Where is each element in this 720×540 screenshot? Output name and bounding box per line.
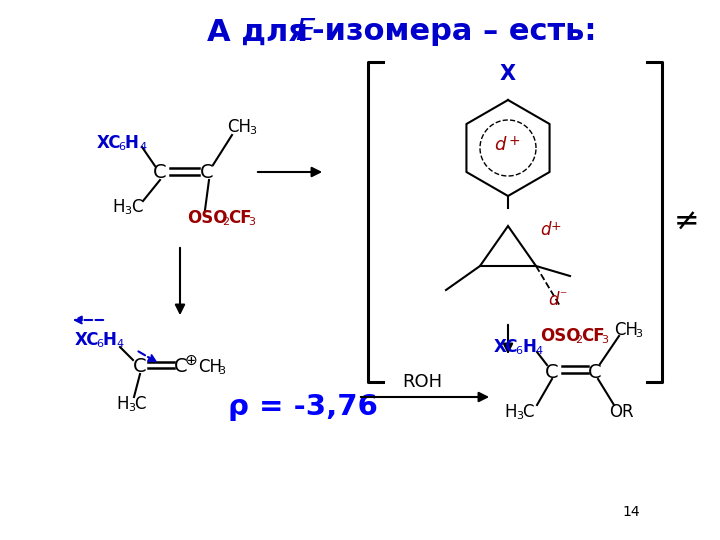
- Text: 3: 3: [635, 329, 642, 339]
- Text: 4: 4: [139, 142, 146, 152]
- Text: 2: 2: [222, 217, 229, 227]
- Text: ⊕: ⊕: [184, 353, 197, 368]
- Text: OSO: OSO: [540, 327, 580, 345]
- Text: +: +: [551, 219, 562, 233]
- Text: XC: XC: [75, 331, 99, 349]
- Text: 3: 3: [124, 206, 131, 216]
- Text: ROH: ROH: [402, 373, 442, 391]
- Text: -изомера – есть:: -изомера – есть:: [312, 17, 596, 46]
- Text: 3: 3: [128, 403, 135, 413]
- Text: d: d: [540, 221, 551, 239]
- Text: ρ = -3,76: ρ = -3,76: [228, 393, 378, 421]
- Text: C: C: [545, 362, 559, 381]
- Text: C: C: [133, 357, 147, 376]
- Text: 3: 3: [249, 126, 256, 136]
- Text: CF: CF: [228, 209, 251, 227]
- Text: 2: 2: [575, 335, 582, 345]
- Text: H: H: [116, 395, 128, 413]
- Text: C: C: [174, 357, 188, 376]
- Text: 4: 4: [535, 346, 542, 356]
- Text: C: C: [134, 395, 145, 413]
- Text: H: H: [522, 338, 536, 356]
- Text: 3: 3: [218, 366, 225, 376]
- Text: CF: CF: [581, 327, 605, 345]
- Text: +: +: [509, 134, 521, 148]
- Text: C: C: [522, 403, 534, 421]
- Text: 3: 3: [516, 411, 523, 421]
- Text: C: C: [131, 198, 143, 216]
- Text: $\mathit{E}$: $\mathit{E}$: [295, 17, 316, 46]
- Text: C: C: [588, 362, 602, 381]
- Text: CH: CH: [198, 358, 222, 376]
- Text: 3: 3: [601, 335, 608, 345]
- Text: d: d: [548, 291, 559, 309]
- Text: 6: 6: [96, 339, 103, 349]
- Text: 14: 14: [622, 505, 639, 519]
- Text: 3: 3: [248, 217, 255, 227]
- Text: X: X: [500, 64, 516, 84]
- Text: C: C: [153, 164, 167, 183]
- Text: XC: XC: [97, 134, 122, 152]
- Text: OR: OR: [609, 403, 634, 421]
- Text: OSO: OSO: [187, 209, 228, 227]
- Text: CH: CH: [614, 321, 638, 339]
- Text: 6: 6: [515, 346, 522, 356]
- Text: H: H: [103, 331, 117, 349]
- Text: d: d: [495, 136, 506, 154]
- Text: 4: 4: [116, 339, 123, 349]
- Text: H: H: [125, 134, 139, 152]
- Text: ⁻: ⁻: [559, 289, 567, 303]
- Text: H: H: [112, 198, 125, 216]
- Text: 6: 6: [118, 142, 125, 152]
- Text: ≠: ≠: [674, 207, 700, 237]
- Text: H: H: [504, 403, 516, 421]
- Text: C: C: [200, 164, 214, 183]
- Text: А для: А для: [207, 17, 318, 46]
- Text: CH: CH: [227, 118, 251, 136]
- Text: XC: XC: [494, 338, 518, 356]
